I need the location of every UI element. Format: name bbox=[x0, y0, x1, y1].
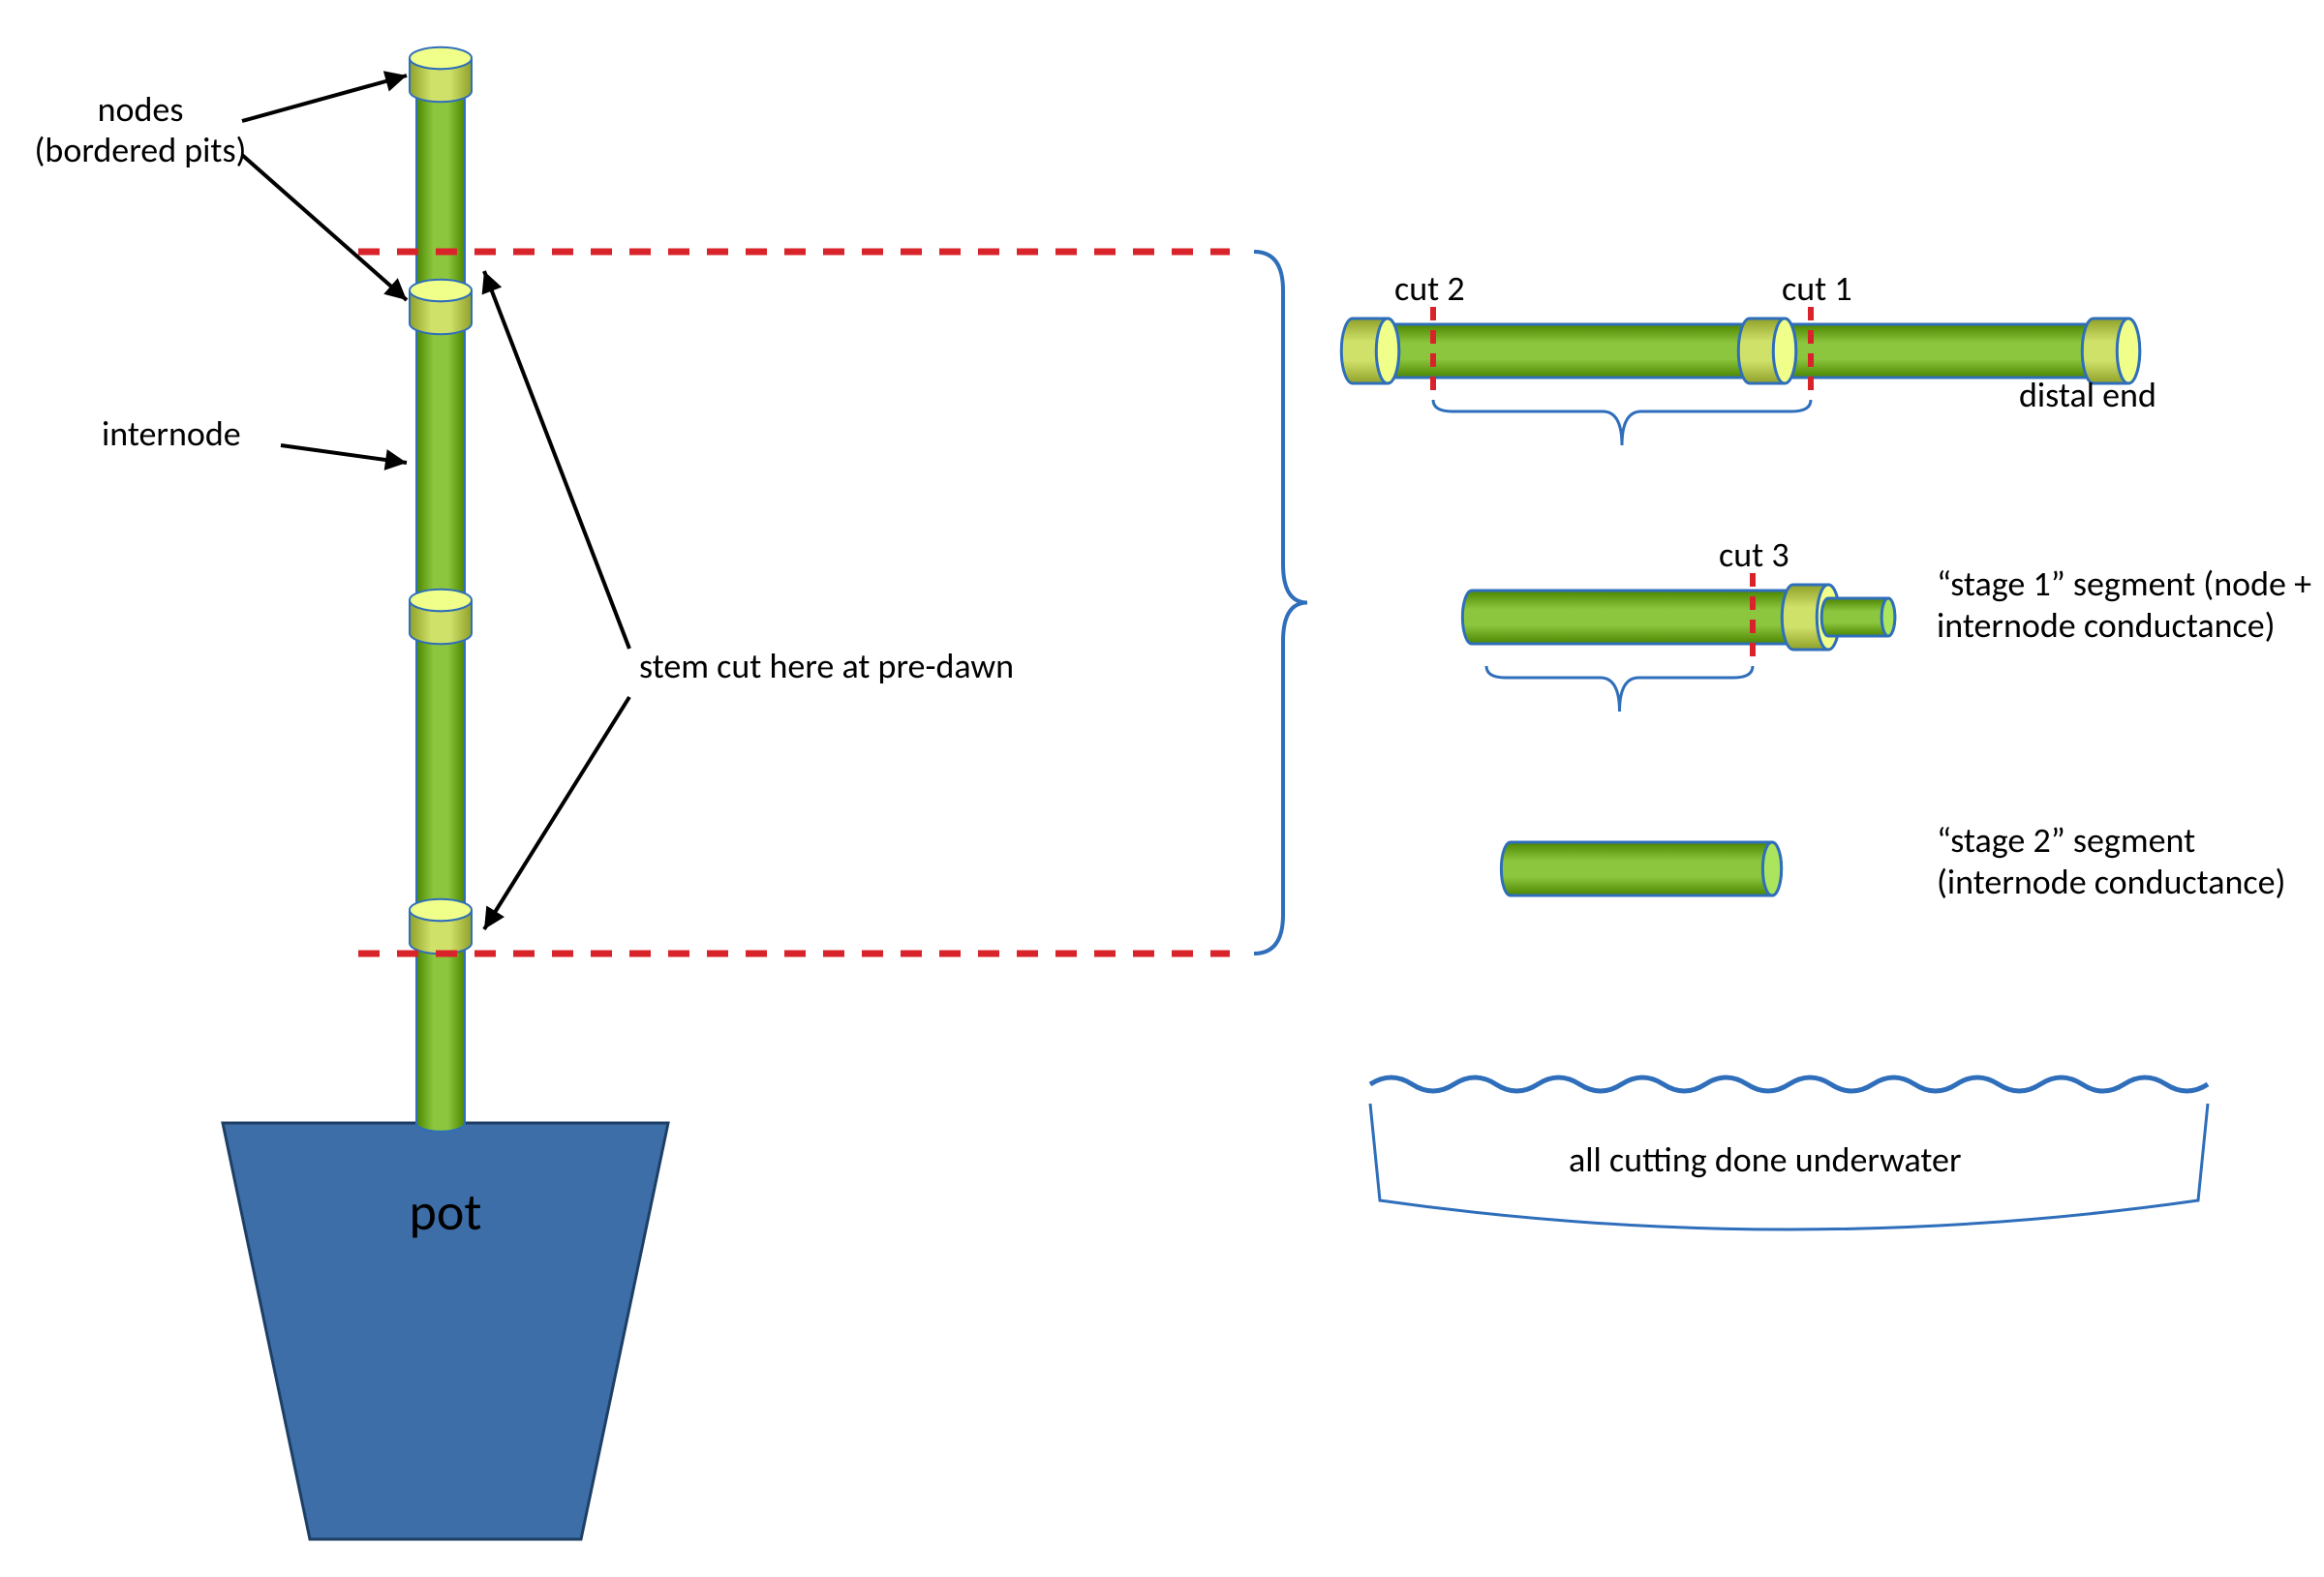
stem-node-1 bbox=[410, 280, 472, 334]
internode-label: internode bbox=[102, 412, 241, 455]
stage1-label-a: “stage 1” segment (node + bbox=[1937, 562, 2311, 605]
center-arrow-1 bbox=[484, 697, 629, 929]
stem-node-0 bbox=[410, 47, 472, 102]
pot-label: pot bbox=[410, 1180, 482, 1244]
cut2-label: cut 2 bbox=[1394, 267, 1465, 310]
center-arrow-0 bbox=[484, 271, 629, 649]
distal-end-label: distal end bbox=[2019, 374, 2156, 416]
stem-cut-label: stem cut here at pre-dawn bbox=[639, 645, 1014, 687]
seg-stage2-body bbox=[1501, 842, 1781, 895]
nodes-label: nodes bbox=[98, 88, 184, 131]
center-arrow-1-head bbox=[484, 906, 505, 929]
stage1-label-b: internode conductance) bbox=[1937, 604, 2276, 647]
stage2-label-a: “stage 2” segment bbox=[1937, 819, 2195, 862]
stage2-label-b: (internode conductance) bbox=[1937, 861, 2285, 903]
stem-node-2 bbox=[410, 590, 472, 644]
seg-stage1-brace bbox=[1486, 666, 1753, 712]
seg-full-node-0 bbox=[1341, 318, 1398, 383]
water-surface bbox=[1370, 1077, 2208, 1091]
left-arrow-0 bbox=[242, 76, 407, 121]
left-arrow-1 bbox=[242, 155, 407, 300]
main-brace bbox=[1254, 252, 1307, 954]
seg-stage1-tail bbox=[1821, 598, 1895, 636]
left-arrow-2-head bbox=[384, 449, 407, 470]
stem-node-3 bbox=[410, 899, 472, 954]
seg-full-node-1 bbox=[1738, 318, 1795, 383]
cut1-label: cut 1 bbox=[1782, 267, 1852, 310]
left-arrow-0-head bbox=[383, 71, 407, 91]
cut3-label: cut 3 bbox=[1719, 533, 1789, 576]
seg-full-brace bbox=[1433, 400, 1811, 445]
nodes-sub-label: (bordered pits) bbox=[35, 129, 247, 171]
seg-stage1-body bbox=[1462, 591, 1815, 644]
underwater-label: all cutting done underwater bbox=[1569, 1138, 1962, 1181]
